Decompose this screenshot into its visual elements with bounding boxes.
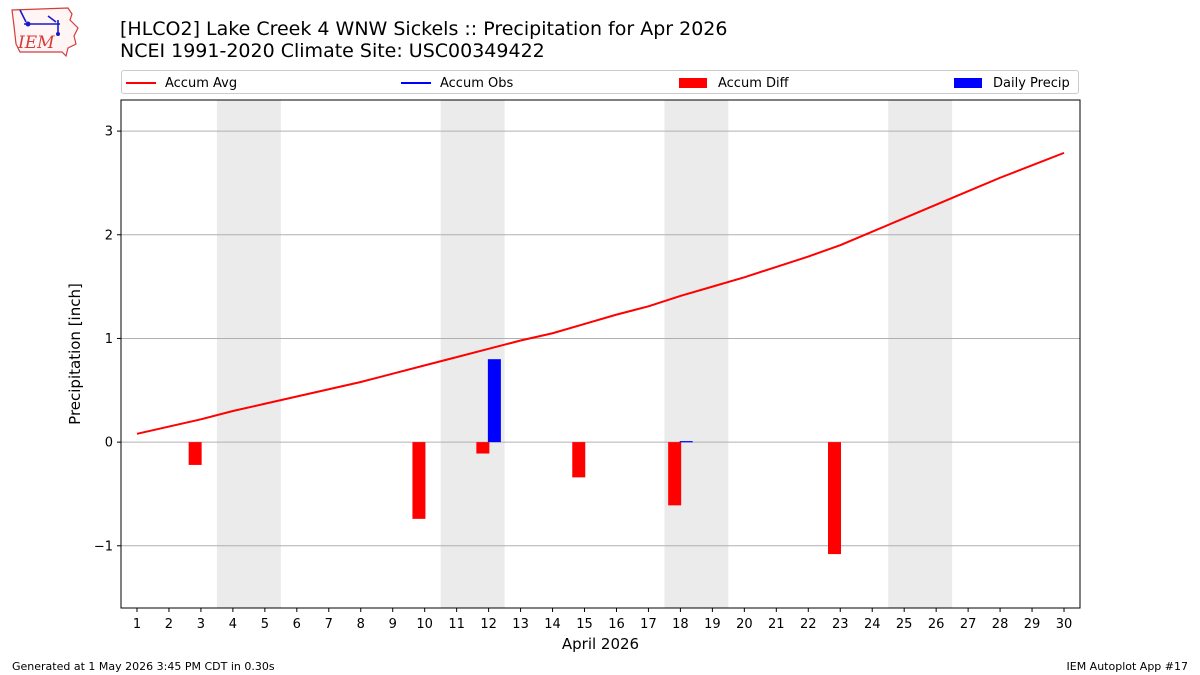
x-tick-label: 29 bbox=[1024, 617, 1041, 632]
x-tick-label: 21 bbox=[768, 617, 785, 632]
weekend-band-0 bbox=[216, 100, 281, 608]
chart-subtitle: NCEI 1991-2020 Climate Site: USC00349422 bbox=[120, 40, 545, 62]
x-tick-label: 26 bbox=[928, 617, 945, 632]
x-tick-label: 13 bbox=[512, 617, 529, 632]
legend-item-accum-avg: Accum Avg bbox=[126, 74, 237, 92]
x-tick-label: 4 bbox=[229, 617, 237, 632]
y-gridlines bbox=[121, 130, 1080, 547]
legend-label-accum-avg: Accum Avg bbox=[165, 75, 238, 91]
x-axis-label: April 2026 bbox=[562, 635, 639, 653]
logo-text: IEM bbox=[17, 33, 55, 53]
accum-diff-bar-18 bbox=[668, 442, 682, 506]
accum-avg-line bbox=[136, 151, 1065, 435]
legend-swatch-accum-obs bbox=[401, 82, 431, 84]
weekend-band-2 bbox=[664, 100, 729, 608]
y-axis-ticks: −1 0 1 2 3 bbox=[94, 125, 121, 554]
x-tick-label: 24 bbox=[864, 617, 881, 632]
x-tick-label: 11 bbox=[448, 617, 465, 632]
x-tick-label: 1 bbox=[133, 617, 141, 632]
legend-item-daily-precip: Daily Precip bbox=[954, 74, 1070, 92]
chart-title: [HLCO2] Lake Creek 4 WNW Sickels :: Prec… bbox=[120, 18, 728, 40]
x-axis-ticks: 1 2 3 4 5 6 7 8 9 10 11 12 13 14 15 16 17 18 19 20 21 22 23 24 2… bbox=[133, 608, 1072, 632]
y-tick-label: 2 bbox=[105, 228, 113, 243]
accum-diff-bar-10 bbox=[412, 442, 426, 519]
accum-diff-bar-15 bbox=[572, 442, 586, 478]
legend-swatch-accum-diff bbox=[679, 78, 707, 88]
y-tick-label: 1 bbox=[105, 332, 113, 347]
y-axis-label: Precipitation [inch] bbox=[66, 283, 84, 425]
daily-precip-bar-18 bbox=[679, 441, 693, 443]
accum-diff-bar-12 bbox=[476, 442, 490, 454]
legend-label-accum-obs: Accum Obs bbox=[440, 75, 514, 91]
x-tick-label: 20 bbox=[736, 617, 753, 632]
weekend-band-1 bbox=[440, 100, 505, 608]
iowa-state-outline bbox=[11, 7, 79, 58]
x-tick-label: 27 bbox=[960, 617, 977, 632]
legend-item-accum-obs: Accum Obs bbox=[401, 74, 513, 92]
legend-swatch-daily-precip bbox=[954, 78, 982, 88]
legend-swatch-accum-avg bbox=[126, 82, 156, 84]
x-tick-label: 12 bbox=[480, 617, 497, 632]
x-tick-label: 10 bbox=[416, 617, 433, 632]
x-tick-label: 28 bbox=[992, 617, 1009, 632]
weekend-shading bbox=[216, 100, 953, 608]
accum-diff-bar-3 bbox=[188, 442, 202, 465]
x-tick-label: 5 bbox=[261, 617, 269, 632]
bar-marks bbox=[188, 359, 841, 555]
x-tick-label: 2 bbox=[165, 617, 173, 632]
x-tick-label: 8 bbox=[357, 617, 365, 632]
legend-label-accum-diff: Accum Diff bbox=[718, 75, 789, 91]
y-tick-label: 3 bbox=[105, 125, 113, 140]
footer-app-text: IEM Autoplot App #17 bbox=[1066, 660, 1189, 673]
x-tick-label: 30 bbox=[1056, 617, 1073, 632]
x-tick-label: 14 bbox=[544, 617, 561, 632]
x-tick-label: 18 bbox=[672, 617, 689, 632]
footer-generated-text: Generated at 1 May 2026 3:45 PM CDT in 0… bbox=[12, 660, 275, 673]
chart-legend: Accum Avg Accum Obs Accum Diff Daily Pre… bbox=[121, 70, 1079, 94]
x-tick-label: 17 bbox=[640, 617, 657, 632]
y-tick-label: 0 bbox=[105, 436, 113, 451]
accum-diff-bar-23 bbox=[827, 442, 841, 555]
daily-precip-bar-12 bbox=[487, 359, 501, 443]
legend-item-accum-diff: Accum Diff bbox=[679, 74, 789, 92]
line-marks bbox=[136, 151, 1065, 435]
x-tick-label: 6 bbox=[293, 617, 301, 632]
legend-label-daily-precip: Daily Precip bbox=[993, 75, 1070, 91]
x-tick-label: 7 bbox=[325, 617, 333, 632]
weekend-band-3 bbox=[888, 100, 953, 608]
plot-frame bbox=[120, 99, 1081, 609]
x-tick-label: 3 bbox=[197, 617, 205, 632]
x-tick-label: 15 bbox=[576, 617, 593, 632]
x-tick-label: 22 bbox=[800, 617, 817, 632]
x-tick-label: 16 bbox=[608, 617, 625, 632]
iem-logo: IEM bbox=[11, 7, 79, 58]
x-tick-label: 9 bbox=[389, 617, 397, 632]
y-tick-label: −1 bbox=[94, 539, 113, 554]
x-tick-label: 23 bbox=[832, 617, 849, 632]
x-tick-label: 19 bbox=[704, 617, 721, 632]
x-tick-label: 25 bbox=[896, 617, 913, 632]
